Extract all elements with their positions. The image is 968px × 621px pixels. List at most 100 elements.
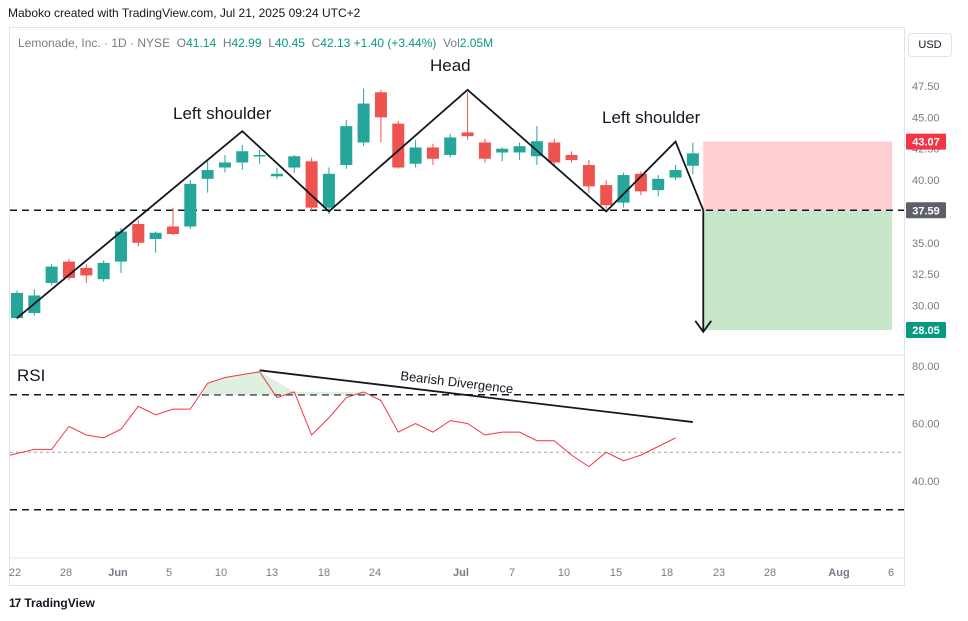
candle-body	[548, 142, 561, 163]
candle	[149, 231, 162, 253]
candle	[392, 121, 405, 169]
tradingview-brand: TradingView	[24, 596, 95, 610]
rsi-axis-tick: 60.00	[912, 419, 940, 431]
candle	[322, 167, 335, 214]
candle	[496, 147, 509, 162]
price-axis-tick: 45.00	[912, 112, 940, 124]
ohlc-close: C42.13	[311, 36, 351, 50]
candle	[513, 142, 526, 161]
candle	[270, 167, 283, 179]
candle-body	[426, 147, 439, 159]
candle	[28, 289, 41, 316]
rsi-axis-tick: 80.00	[912, 361, 940, 373]
candle-body	[97, 262, 110, 280]
symbol-name: Lemonade, Inc. · 1D · NYSE	[18, 36, 171, 50]
candle-body	[270, 173, 283, 177]
rsi-line	[9, 371, 676, 468]
time-axis-tick: 28	[60, 567, 72, 579]
price-change: +1.40 (+3.44%)	[353, 36, 437, 50]
pattern-line	[16, 88, 705, 319]
time-axis-tick: 28	[764, 567, 776, 579]
candle	[409, 139, 422, 168]
time-axis-tick: 5	[166, 567, 172, 579]
price-axis-tick: 35.00	[912, 238, 940, 250]
candle-body	[513, 146, 526, 153]
annotation-left-shoulder-2: Left shoulder	[602, 108, 701, 127]
candle-body	[582, 165, 595, 187]
candle-body	[669, 170, 682, 178]
candle	[166, 207, 179, 236]
price-badge-bg	[906, 133, 946, 150]
candle-body	[201, 170, 214, 179]
candle-body	[288, 156, 301, 168]
time-axis-tick: 22	[9, 567, 21, 579]
candle-body	[114, 231, 127, 262]
candle-body	[322, 173, 335, 208]
price-badge: 43.07	[906, 133, 946, 150]
time-axis-tick: 6	[888, 567, 894, 579]
rsi-overbought-fill	[202, 371, 369, 395]
candle-body	[634, 173, 647, 192]
currency-button[interactable]: USD	[908, 33, 952, 57]
price-badge-label: 37.59	[912, 205, 940, 217]
candle-body	[236, 151, 249, 163]
time-axis-tick: Jul	[453, 567, 469, 579]
time-axis-tick: 18	[661, 567, 673, 579]
price-axis-tick: 40.00	[912, 175, 940, 187]
candle	[444, 133, 457, 158]
candle-body	[62, 261, 75, 278]
tradingview-logo: 17 TradingView	[9, 596, 95, 610]
candle-body	[461, 132, 474, 137]
candle-body	[496, 148, 509, 153]
candle	[236, 144, 249, 171]
candle	[184, 180, 197, 229]
candle	[11, 290, 23, 320]
candle	[530, 126, 543, 166]
ohlc-high: H42.99	[222, 36, 262, 50]
price-badge: 37.59	[906, 202, 946, 219]
candle	[652, 175, 665, 197]
candle-body	[652, 178, 665, 191]
candle-body	[565, 154, 578, 161]
price-badge-bg	[906, 321, 946, 338]
candle	[45, 264, 58, 286]
candle	[201, 161, 214, 193]
time-axis-tick: 24	[369, 567, 381, 579]
candle	[634, 171, 647, 196]
volume: Vol2.05M	[443, 36, 494, 50]
candle-body	[149, 232, 162, 240]
candle	[600, 180, 613, 209]
annotation-left-shoulder-1: Left shoulder	[173, 104, 272, 123]
candle-body	[340, 126, 353, 166]
time-axis-tick: 7	[509, 567, 515, 579]
annotation-head: Head	[430, 56, 471, 75]
annotation-bearish-divergence: Bearish Divergence	[400, 368, 514, 396]
time-axis-tick: 10	[215, 567, 227, 579]
candle-body	[218, 162, 231, 168]
candle	[218, 154, 231, 173]
candle-body	[80, 267, 93, 276]
candle	[114, 227, 127, 273]
price-axis-tick: 47.50	[912, 81, 940, 93]
candle	[305, 157, 318, 212]
ohlc-low: L40.45	[268, 36, 305, 50]
candle	[478, 138, 491, 163]
candle	[548, 138, 561, 167]
candle-body	[253, 154, 266, 157]
candle-body	[374, 92, 387, 118]
candle	[565, 151, 578, 163]
candle	[97, 260, 110, 282]
candle	[669, 165, 682, 181]
time-axis-tick: 13	[266, 567, 278, 579]
candle-body	[305, 161, 318, 208]
ohlc-open: O41.14	[176, 36, 217, 50]
candle	[253, 149, 266, 164]
candle-body	[184, 183, 197, 227]
time-axis-tick: 10	[558, 567, 570, 579]
time-axis-tick: Jun	[108, 567, 128, 579]
candle	[686, 142, 699, 175]
price-badge: 28.05	[906, 321, 946, 338]
candle-body	[686, 153, 699, 166]
candle	[80, 264, 93, 283]
